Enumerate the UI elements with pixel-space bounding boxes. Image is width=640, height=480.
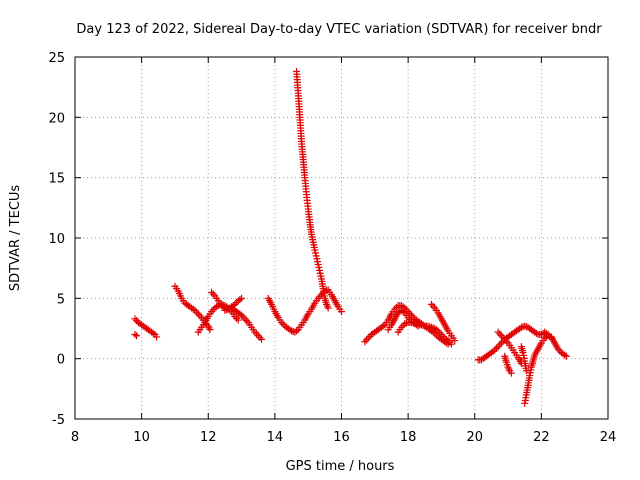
- data-point-fill: [412, 321, 420, 329]
- data-point: [507, 369, 515, 377]
- data-point: [133, 332, 141, 340]
- data-point: [424, 322, 432, 330]
- data-point: [522, 367, 530, 375]
- x-tick-label: 14: [267, 430, 284, 445]
- data-point: [221, 306, 229, 314]
- data-point-fill: [426, 323, 434, 331]
- data-point: [447, 340, 455, 348]
- y-tick-label: 5: [57, 292, 65, 307]
- data-point: [521, 322, 529, 330]
- data-points: [131, 67, 570, 407]
- x-tick-label: 18: [400, 430, 417, 445]
- data-point: [238, 294, 246, 302]
- data-point: [131, 331, 139, 339]
- data-point: [544, 332, 552, 340]
- data-point-fill: [419, 321, 427, 329]
- data-point: [258, 335, 266, 343]
- data-point-fill: [379, 322, 387, 330]
- data-point: [517, 323, 525, 331]
- data-point-fill: [236, 310, 244, 318]
- data-point-fill: [229, 302, 237, 310]
- y-axis-label: SDTVAR / TECUs: [8, 185, 23, 292]
- data-point-fill: [442, 335, 450, 343]
- y-tick-label: 10: [48, 232, 65, 247]
- data-point: [324, 304, 332, 312]
- x-axis-label: GPS time / hours: [286, 459, 395, 474]
- tick-labels: 8 10 12 14 16 18 20 22 24 -5 0 5 10 15 20 25: [48, 51, 616, 445]
- data-point-fill: [402, 319, 410, 327]
- data-point: [401, 320, 409, 328]
- data-point-fill: [489, 347, 497, 355]
- data-point: [451, 337, 459, 345]
- x-tick-label: 8: [71, 430, 79, 445]
- y-tick-label: 15: [48, 172, 65, 187]
- data-point: [414, 322, 422, 330]
- data-point: [206, 326, 214, 334]
- y-tick-label: 25: [48, 51, 65, 66]
- axis-ticks: [74, 56, 609, 420]
- y-tick-label: -5: [52, 413, 65, 428]
- data-point: [338, 308, 345, 316]
- data-point: [561, 351, 569, 359]
- data-point: [407, 318, 415, 326]
- data-point: [234, 316, 242, 324]
- y-tick-label: 20: [48, 111, 65, 126]
- data-point: [562, 352, 570, 360]
- chart-title: Day 123 of 2022, Sidereal Day-to-day VTE…: [76, 22, 602, 37]
- data-point: [427, 323, 435, 331]
- data-point-fill: [236, 296, 244, 304]
- x-tick-label: 12: [200, 430, 217, 445]
- data-point-fill: [432, 326, 440, 334]
- data-point-fill: [189, 305, 197, 313]
- data-point-fill: [293, 327, 301, 335]
- data-point: [153, 333, 161, 341]
- x-tick-label: 10: [133, 430, 150, 445]
- x-tick-label: 24: [600, 430, 617, 445]
- x-tick-label: 22: [533, 430, 550, 445]
- x-tick-label: 20: [466, 430, 483, 445]
- data-point-fill: [289, 328, 297, 336]
- x-tick-label: 16: [333, 430, 350, 445]
- y-tick-label: 0: [57, 353, 65, 368]
- data-point-fill: [532, 329, 540, 337]
- data-point-fill: [399, 308, 407, 316]
- data-point-fill: [149, 329, 157, 337]
